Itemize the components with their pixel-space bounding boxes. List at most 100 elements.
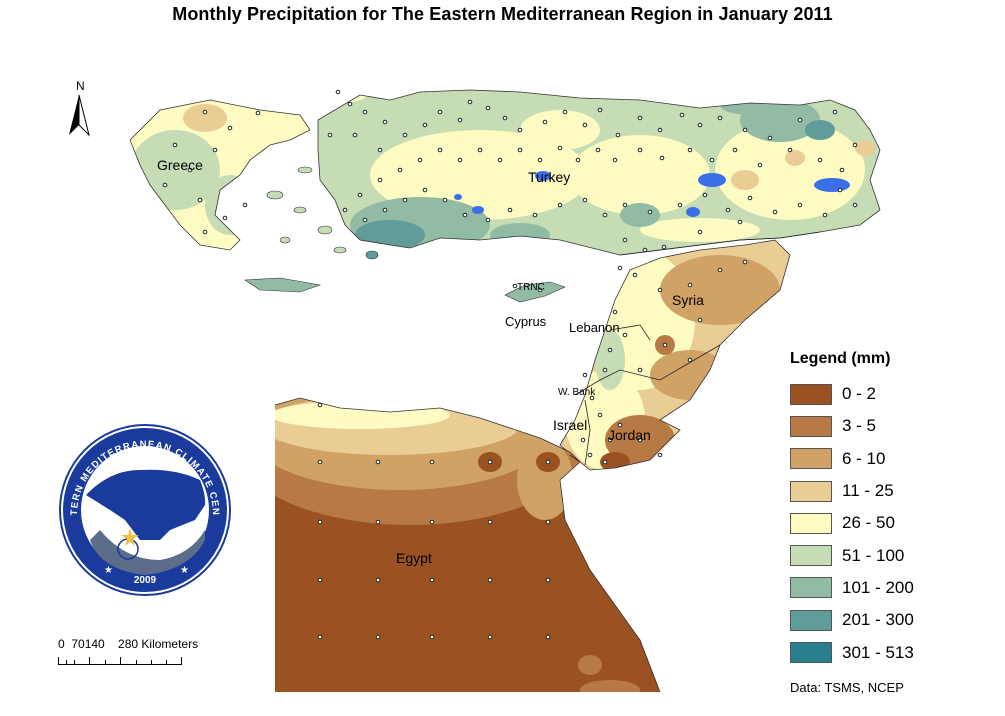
station-marker xyxy=(717,115,723,121)
legend-item: 51 - 100 xyxy=(790,539,990,571)
station-marker xyxy=(767,135,773,141)
station-marker xyxy=(485,217,491,223)
emcc-logo: EASTERN MEDITERRANEAN CLIMATE CENTRE 200… xyxy=(0,0,231,596)
station-marker xyxy=(502,115,508,121)
station-marker xyxy=(487,634,493,640)
station-marker xyxy=(187,167,193,173)
north-arrow: N xyxy=(69,79,90,137)
station-marker xyxy=(659,155,665,161)
station-marker xyxy=(557,202,563,208)
station-marker xyxy=(582,197,588,203)
station-marker xyxy=(512,283,518,289)
station-marker xyxy=(422,122,428,128)
station-markers xyxy=(162,89,858,640)
station-marker xyxy=(637,147,643,153)
legend-label: 301 - 513 xyxy=(842,642,914,662)
station-marker xyxy=(597,107,603,113)
station-marker xyxy=(612,309,618,315)
legend-swatch xyxy=(790,448,832,470)
station-marker xyxy=(589,395,595,401)
station-marker xyxy=(532,212,538,218)
legend-label: 6 - 10 xyxy=(842,448,886,468)
station-marker xyxy=(317,634,323,640)
station-marker xyxy=(485,105,491,111)
station-marker xyxy=(602,212,608,218)
station-marker xyxy=(557,145,563,151)
station-marker xyxy=(742,259,748,265)
station-marker xyxy=(422,187,428,193)
legend-swatch xyxy=(790,545,832,567)
station-marker xyxy=(375,459,381,465)
scale-bar-label: 0 70140 280 Kilometers xyxy=(58,637,199,651)
station-marker xyxy=(402,197,408,203)
station-marker xyxy=(632,272,638,278)
legend-label: 101 - 200 xyxy=(842,577,914,597)
station-marker xyxy=(725,207,731,213)
station-marker xyxy=(317,402,323,408)
station-marker xyxy=(837,187,843,193)
station-marker xyxy=(457,117,463,123)
label-egypt: Egypt xyxy=(396,550,432,566)
station-marker xyxy=(582,372,588,378)
station-marker xyxy=(429,519,435,525)
country-borders xyxy=(569,231,821,466)
station-marker xyxy=(687,147,693,153)
station-marker xyxy=(772,209,778,215)
station-marker xyxy=(417,157,423,163)
legend-label: 11 - 25 xyxy=(842,481,894,501)
station-marker xyxy=(709,157,715,163)
station-marker xyxy=(607,437,613,443)
station-marker xyxy=(617,422,623,428)
station-marker xyxy=(375,577,381,583)
station-marker xyxy=(757,162,763,168)
station-marker xyxy=(517,127,523,133)
legend-label: 26 - 50 xyxy=(842,513,895,533)
station-marker xyxy=(342,207,348,213)
station-marker xyxy=(487,577,493,583)
station-marker xyxy=(202,109,208,115)
legend-swatch xyxy=(790,415,832,437)
station-marker xyxy=(647,209,653,215)
station-marker xyxy=(327,132,333,138)
station-marker xyxy=(222,215,228,221)
station-marker xyxy=(362,217,368,223)
station-marker xyxy=(429,634,435,640)
station-marker xyxy=(227,125,233,131)
label-syria: Syria xyxy=(672,292,704,308)
station-marker xyxy=(429,577,435,583)
station-marker xyxy=(242,202,248,208)
station-marker xyxy=(612,157,618,163)
station-marker xyxy=(162,182,168,188)
station-marker xyxy=(607,347,613,353)
label-cyprus: Cyprus xyxy=(505,314,547,329)
legend-label: 51 - 100 xyxy=(842,545,905,565)
legend-swatch xyxy=(790,642,832,664)
station-marker xyxy=(687,357,693,363)
station-marker xyxy=(562,109,568,115)
legend-label: 201 - 300 xyxy=(842,610,914,630)
station-marker xyxy=(597,412,603,418)
station-marker xyxy=(467,99,473,105)
station-marker xyxy=(732,147,738,153)
legend-item: 301 - 513 xyxy=(790,636,990,668)
station-marker xyxy=(637,367,643,373)
station-marker xyxy=(487,519,493,525)
station-marker xyxy=(839,167,845,173)
station-marker xyxy=(375,634,381,640)
station-marker xyxy=(637,437,643,443)
station-marker xyxy=(352,132,358,138)
label-jordan: Jordan xyxy=(608,427,651,443)
station-marker xyxy=(622,237,628,243)
legend-swatch xyxy=(790,577,832,599)
svg-text:★: ★ xyxy=(180,565,189,576)
station-marker xyxy=(377,147,383,153)
legend-item: 6 - 10 xyxy=(790,443,990,475)
station-marker xyxy=(197,197,203,203)
legend-item: 101 - 200 xyxy=(790,572,990,604)
levant-region xyxy=(560,240,790,470)
station-marker xyxy=(462,212,468,218)
station-marker xyxy=(852,142,858,148)
station-marker xyxy=(542,119,548,125)
station-marker xyxy=(377,177,383,183)
